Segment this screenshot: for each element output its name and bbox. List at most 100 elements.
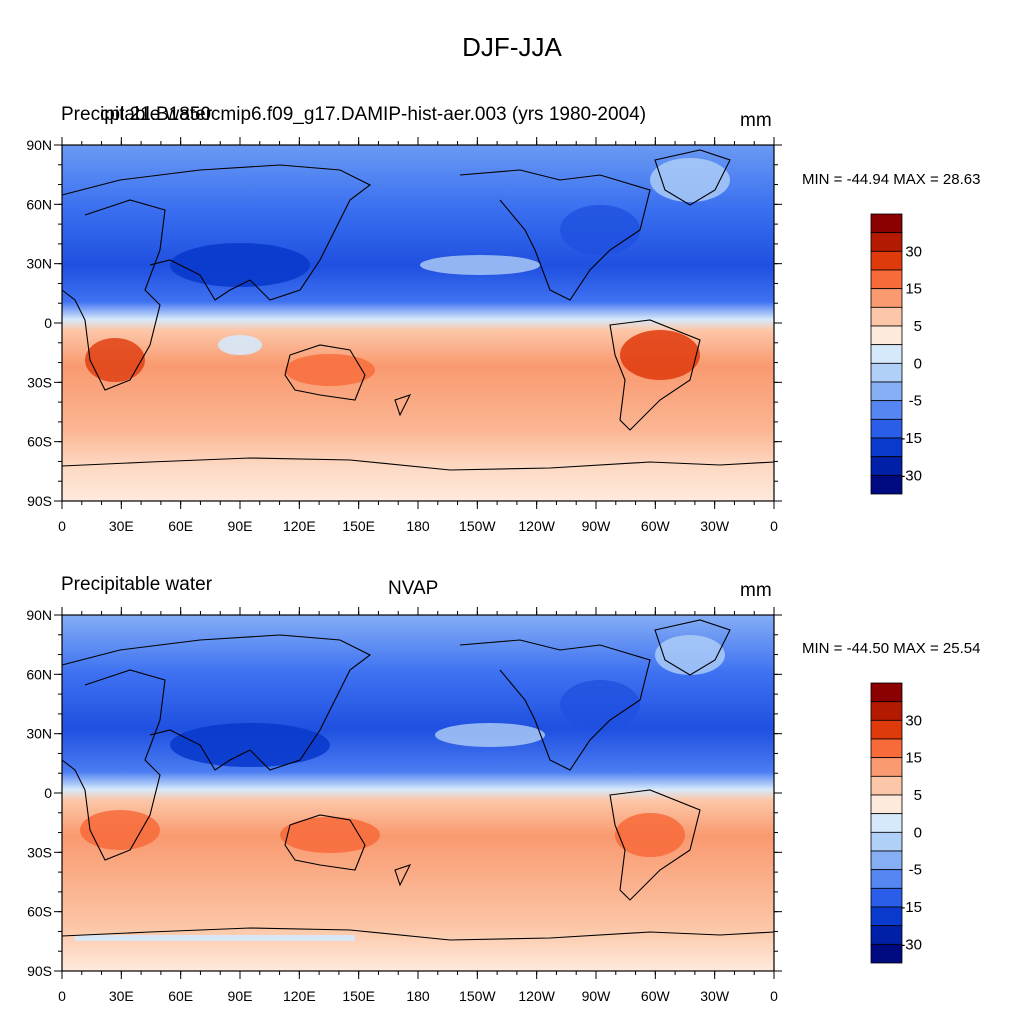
coastline-path bbox=[61, 199, 166, 391]
lat-tick-label: 0 bbox=[44, 785, 52, 801]
lat-tick-label: 60N bbox=[26, 666, 52, 682]
colorbar-tick-label: 5 bbox=[914, 318, 922, 335]
colorbar-tick-label: 15 bbox=[905, 750, 922, 767]
colorbar-swatch bbox=[870, 400, 903, 420]
panel2-units: mm bbox=[740, 580, 772, 601]
lat-tick-label: 30N bbox=[26, 256, 52, 272]
panel1-blob-namerica bbox=[560, 205, 640, 255]
colorbar-swatch bbox=[870, 344, 903, 364]
coastlines bbox=[61, 149, 775, 941]
colorbar-tick-label: -30 bbox=[900, 936, 922, 953]
coastline-path bbox=[394, 394, 412, 417]
colorbar-swatch bbox=[870, 362, 903, 383]
panel1-variable-title: Precipitable water bbox=[61, 104, 213, 125]
lon-tick-label: 60E bbox=[168, 518, 193, 534]
coastline-path bbox=[284, 814, 366, 871]
colorbar-tick-label: 5 bbox=[914, 787, 922, 804]
lon-tick-label: 150W bbox=[459, 988, 496, 1004]
lon-tick-label: 0 bbox=[770, 518, 778, 534]
colorbar-swatch bbox=[870, 306, 903, 327]
lon-tick-label: 30E bbox=[109, 988, 134, 1004]
colorbar-swatch bbox=[870, 869, 903, 889]
colorbars: 30 15 5 0 -5 -15 -30 30 15 5 0 -5 -15 -30 bbox=[870, 213, 922, 964]
lat-tick-label: 60S bbox=[27, 434, 52, 450]
colorbar-swatch bbox=[870, 794, 903, 815]
lon-tick-label: 30E bbox=[109, 518, 134, 534]
coastline-path bbox=[459, 169, 651, 301]
coastline-path bbox=[61, 457, 775, 471]
lon-tick-label: 180 bbox=[406, 988, 430, 1004]
panel1-blob-africa bbox=[85, 338, 145, 382]
panel2-variable-title: Precipitable water bbox=[61, 574, 213, 595]
lat-tick-label: 60N bbox=[26, 196, 52, 212]
colorbar-swatch bbox=[870, 719, 903, 740]
colorbar-tick-label: 15 bbox=[905, 281, 922, 298]
colorbar-swatch bbox=[870, 269, 903, 290]
panel2-center-title: NVAP bbox=[388, 578, 439, 599]
coastline-path bbox=[609, 319, 701, 431]
coastline-path bbox=[654, 619, 731, 676]
lon-tick-label: 90E bbox=[228, 988, 253, 1004]
panel2-blob-antarctic bbox=[75, 935, 355, 941]
panel1-case-title: cpl.21.B1850cmip6.f09_g17.DAMIP-hist-aer… bbox=[100, 104, 647, 125]
colorbar-swatch bbox=[870, 456, 903, 476]
panel1-blob-greenland bbox=[650, 158, 730, 202]
coastline-path bbox=[61, 669, 166, 861]
coastline-path bbox=[61, 927, 775, 941]
colorbar-tick-label: 0 bbox=[914, 355, 922, 372]
lat-tick-label: 30S bbox=[27, 844, 52, 860]
lon-tick-label: 60W bbox=[641, 988, 671, 1004]
colorbar-tick-label: -15 bbox=[900, 430, 922, 447]
colorbar-tick-label: -30 bbox=[900, 467, 922, 484]
coastline-path bbox=[61, 634, 372, 771]
lon-tick-label: 30W bbox=[700, 518, 730, 534]
colorbar-swatch bbox=[870, 850, 903, 871]
figure-title: DJF-JJA bbox=[462, 32, 562, 62]
panel1-units: mm bbox=[740, 110, 772, 131]
panel1-blob-australia bbox=[285, 354, 375, 386]
colorbar-swatch bbox=[870, 775, 903, 796]
colorbar-swatch bbox=[870, 474, 903, 495]
lon-tick-label: 150W bbox=[459, 518, 496, 534]
panel1-axes: 0 30E 60E 90E 120E 150E 180 150W 120W 90W 60W 30W 09… bbox=[26, 137, 782, 534]
colorbar-tick-label: -5 bbox=[909, 862, 922, 879]
panel1-blob-pacific bbox=[420, 255, 540, 275]
panel2-axes: 0 30E 60E 90E 120E 150E 180 150W 120W 90W 60W 30W 09… bbox=[26, 607, 782, 1004]
colorbar-2: 30 15 5 0 -5 -15 -30 bbox=[870, 682, 922, 964]
lon-tick-label: 0 bbox=[770, 988, 778, 1004]
lon-tick-label: 60W bbox=[641, 518, 671, 534]
panel1-blob-indian bbox=[218, 335, 262, 355]
colorbar-swatch bbox=[870, 288, 903, 308]
colorbar-swatch bbox=[870, 831, 903, 852]
colorbar-swatch bbox=[870, 232, 903, 252]
panel2-field bbox=[62, 615, 774, 971]
colorbar-swatch bbox=[870, 943, 903, 964]
colorbar-tick-label: -15 bbox=[900, 899, 922, 916]
lat-tick-label: 90S bbox=[27, 963, 52, 979]
colorbar-swatch bbox=[870, 701, 903, 721]
lon-tick-label: 150E bbox=[342, 518, 375, 534]
lon-tick-label: 0 bbox=[58, 988, 66, 1004]
colorbar-swatch bbox=[870, 213, 903, 234]
coastline-path bbox=[284, 344, 366, 401]
colorbar-swatch bbox=[870, 418, 903, 439]
lon-tick-label: 180 bbox=[406, 518, 430, 534]
colorbar-1: 30 15 5 0 -5 -15 -30 bbox=[870, 213, 922, 495]
lon-tick-label: 120W bbox=[518, 988, 555, 1004]
colorbar-swatch bbox=[870, 381, 903, 402]
lat-tick-label: 30N bbox=[26, 726, 52, 742]
coastline-path bbox=[609, 789, 701, 901]
colorbar-tick-label: 30 bbox=[905, 243, 922, 260]
lon-tick-label: 30W bbox=[700, 988, 730, 1004]
panel2-map bbox=[62, 615, 774, 971]
colorbar-tick-label: -5 bbox=[909, 393, 922, 410]
colorbar-swatch bbox=[870, 437, 903, 458]
panel1-field bbox=[62, 145, 774, 501]
lat-tick-label: 60S bbox=[27, 904, 52, 920]
map-axes: 0 30E 60E 90E 120E 150E 180 150W 120W 90W 60W 30W 09… bbox=[26, 137, 782, 1004]
lat-tick-label: 0 bbox=[44, 315, 52, 331]
lon-tick-label: 60E bbox=[168, 988, 193, 1004]
lon-tick-label: 150E bbox=[342, 988, 375, 1004]
colorbar-swatch bbox=[870, 887, 903, 908]
